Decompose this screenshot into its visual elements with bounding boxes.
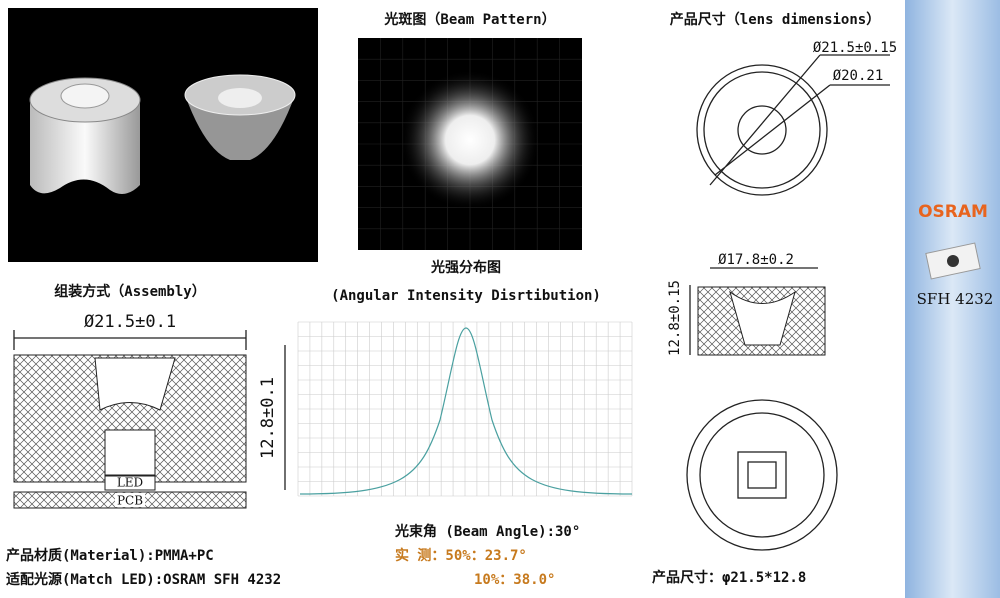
- assembly-title: 组装方式（Assembly）: [54, 283, 205, 300]
- product-photo: [8, 8, 318, 262]
- assembly: 组装方式（Assembly） Ø21.5±0.1 12.8±0.1 LED PC…: [13, 283, 286, 509]
- lens-dimensions: 产品尺寸（lens dimensions） Ø21.5±0.15 Ø20.21 …: [667, 11, 897, 551]
- drawing-part: [696, 64, 828, 196]
- drawing-part: [737, 105, 787, 155]
- drawing-part: [947, 255, 959, 267]
- match-led: 适配光源(Match LED):OSRAM SFH 4232: [6, 571, 281, 588]
- intensity-distribution: 光强分布图 (Angular Intensity Disrtibution): [297, 259, 633, 497]
- drawing-part: [13, 330, 286, 490]
- top-diameter: Ø17.8±0.2: [718, 252, 794, 268]
- measured-10: 10%：38.0°: [474, 572, 555, 588]
- material: 产品材质(Material):PMMA+PC: [6, 547, 214, 564]
- led-model: SFH 4232: [917, 290, 994, 308]
- drawing-part: [218, 88, 262, 108]
- assembly-height: 12.8±0.1: [258, 377, 278, 459]
- led-brand: OSRAM: [918, 202, 988, 222]
- drawing-part: [699, 412, 825, 538]
- drawing-part: [747, 461, 777, 489]
- led-panel: OSRAM SFH 4232: [905, 0, 1000, 598]
- specs: 光束角 (Beam Angle):30° 实 测：50%：23.7° 10%：3…: [6, 523, 806, 588]
- drawing-part: [400, 70, 540, 210]
- drawing-part: [30, 100, 140, 194]
- beam-pattern-title: 光斑图（Beam Pattern）: [383, 11, 555, 28]
- lens-dimensions-title: 产品尺寸（lens dimensions）: [670, 11, 880, 28]
- intensity-curve: [299, 327, 633, 495]
- drawing-part: [297, 321, 633, 497]
- product-size: 产品尺寸：φ21.5*12.8: [652, 569, 806, 586]
- beam-pattern: 光斑图（Beam Pattern）: [358, 11, 582, 250]
- drawing-part: [709, 54, 890, 186]
- inner-diameter: Ø20.21: [833, 68, 884, 84]
- outer-diameter: Ø21.5±0.15: [813, 40, 897, 56]
- drawing-part: [686, 399, 838, 551]
- lens-height: 12.8±0.15: [667, 280, 683, 356]
- drawing-part: [104, 475, 156, 491]
- drawing-part: [13, 354, 247, 483]
- assembly-diameter: Ø21.5±0.1: [84, 312, 176, 332]
- intensity-title: 光强分布图: [430, 259, 501, 276]
- drawing-part: [115, 493, 145, 507]
- drawing-part: [689, 267, 818, 355]
- intensity-subtitle: (Angular Intensity Disrtibution): [331, 288, 601, 304]
- led-label: LED: [117, 476, 143, 490]
- drawing-part: [737, 451, 787, 499]
- measured-50: 实 测：50%：23.7°: [395, 547, 527, 564]
- drawing-part: [60, 83, 110, 109]
- drawing-part: [697, 286, 826, 356]
- drawing-part: [905, 0, 1000, 598]
- drawing-part: [703, 71, 821, 189]
- beam-angle: 光束角 (Beam Angle):30°: [394, 523, 580, 540]
- pcb-label: PCB: [117, 494, 143, 508]
